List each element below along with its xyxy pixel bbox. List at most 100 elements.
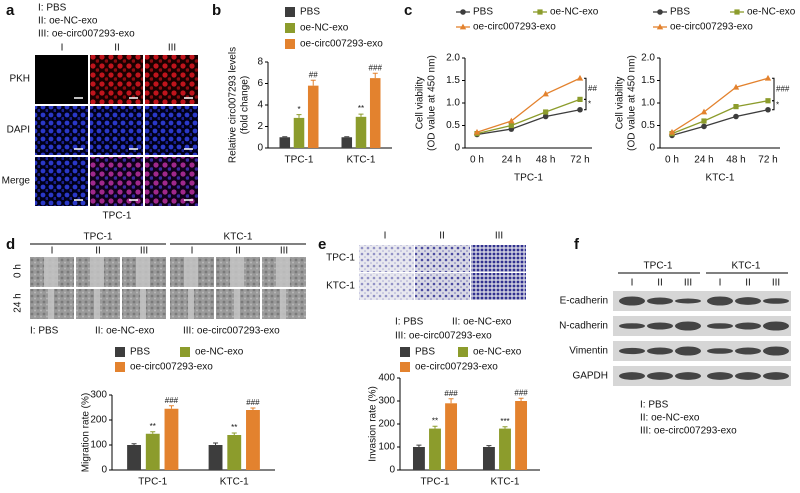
blot-band [735,297,761,305]
y-tick-label: 1.5 [641,75,655,86]
legend-swatch [458,347,468,357]
x-tick-label: KTC-1 [220,477,249,488]
y-tick-label: 6 [257,78,263,89]
marker [765,98,771,104]
x-tick-label: 24 h [694,155,713,166]
blot-band [735,322,761,330]
legend-text: PBS [670,7,690,18]
legend-text: oe-circ007293-exo [670,22,753,33]
wound-gap [48,289,54,319]
blot-band [707,296,733,306]
row-label: 0 h [13,264,24,278]
significance: ### [514,388,528,397]
error-bar [502,426,508,429]
column-label: II [114,43,120,54]
y-axis-label: Migration rate (%) [81,393,92,472]
series-line [671,77,769,133]
marker [657,9,663,15]
column-label: II [235,246,241,257]
legend-text: oe-circ007293-exo [473,22,556,33]
blot-band [619,372,645,380]
row-label: E-cadherin [560,296,608,307]
y-axis-label: (fold change) [240,76,251,134]
lane-label: I [631,278,634,289]
legend-text: I: PBS [38,3,67,14]
y-axis-label: Cell viability [415,77,426,130]
panel-label: d [6,236,15,253]
blot-band [675,372,701,380]
blot-band [619,296,645,306]
wound-gap [90,257,104,287]
error-bar [518,397,524,401]
row-label: Vimentin [569,346,608,357]
series-line [671,109,769,137]
transwell-image [415,245,470,272]
bar [293,117,305,148]
blot-strip [613,316,791,336]
significance-bracket [772,77,775,102]
y-tick-label: 1.5 [446,75,460,86]
micrograph [90,106,143,155]
row-label: PKH [9,74,30,85]
panel-label: b [212,2,221,19]
row-label: Merge [2,176,31,187]
legend-swatch [285,7,295,17]
significance: ** [231,423,237,432]
y-tick-label: 0 [389,465,395,476]
legend-text: oe-circ007293-exo [130,362,213,373]
marker [733,104,739,110]
bar [208,445,223,470]
y-tick-label: 0 [257,143,263,154]
group-label: TPC-1 [644,261,673,272]
significance: * [588,100,591,109]
wound-gap [230,257,244,287]
x-tick-label: 72 h [570,155,589,166]
y-tick-label: 400 [378,373,395,384]
column-label: III [280,246,288,257]
significance: *** [500,417,509,426]
x-tick-label: TPC-1 [421,477,450,488]
significance-bracket [772,100,775,111]
micrograph [35,157,88,206]
marker [542,90,549,97]
blot-band [675,346,701,356]
lane-label: II [657,278,663,289]
y-tick-label: 1.0 [641,98,655,109]
marker [508,117,515,124]
blot-band [647,297,673,305]
x-tick-label: TPC-1 [138,477,167,488]
legend-text: oe-circ007293-exo [300,39,383,50]
blot-strip [613,291,791,311]
row-label: GAPDH [572,371,608,382]
marker [732,83,740,90]
bar [127,445,141,470]
marker [577,96,583,102]
wound-gap [188,289,194,319]
marker [542,113,549,120]
bar [307,85,319,148]
legend-text: oe-NC-exo [473,347,522,358]
legend-swatch [115,362,125,372]
error-bar [416,444,422,447]
y-tick-label: 0 [649,143,655,154]
series-line [476,109,581,136]
blot-band [647,372,673,380]
transwell-image [471,273,526,300]
marker [701,123,707,130]
lane-label: III [684,278,692,289]
column-label: II [95,246,101,257]
blot-band [763,372,789,380]
marker [734,9,740,15]
column-label: I [51,246,54,257]
legend-swatch [180,347,190,357]
y-axis-label: (OD value at 450 nm) [427,55,438,151]
micrograph [35,55,88,104]
series-line [671,100,769,135]
bar [429,428,441,470]
caption: I: PBS [395,317,424,328]
y-tick-label: 100 [378,442,395,453]
significance: ### [165,396,179,405]
y-tick-label: 300 [378,396,395,407]
error-bar [448,398,454,404]
